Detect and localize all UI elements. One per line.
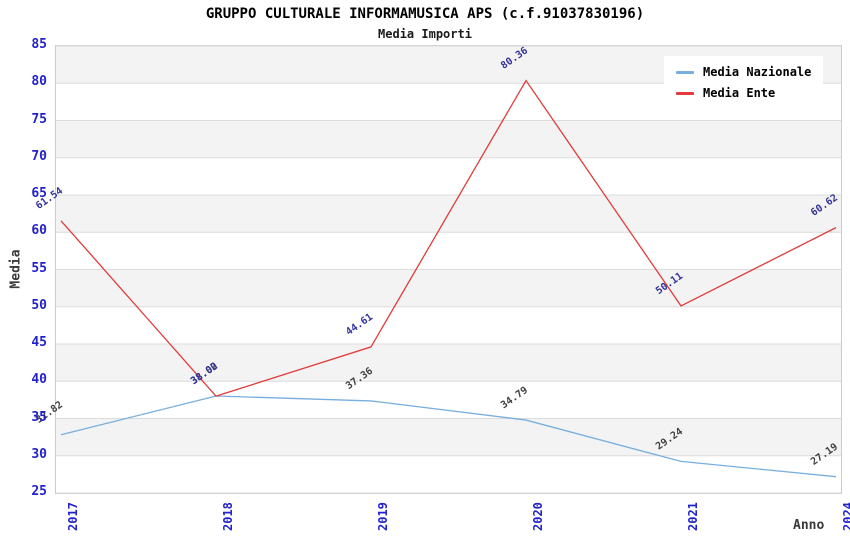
plot-area: 32.82 38.02 37.36 34.79 29.24 27.19 61.54 38.00… xyxy=(34,45,842,494)
x-axis-title: Anno xyxy=(793,518,825,533)
grid-band xyxy=(56,269,841,307)
y-tick-label: 40 xyxy=(31,372,47,388)
legend-line-swatch xyxy=(676,91,694,95)
y-tick-label: 80 xyxy=(31,74,47,90)
x-tick-label: 2020 xyxy=(531,502,545,531)
y-tick-label: 65 xyxy=(31,186,47,201)
y-tick-label: 25 xyxy=(31,484,47,499)
x-tick-label: 2018 xyxy=(221,502,235,531)
grid-band xyxy=(56,232,841,270)
grid-band xyxy=(56,120,841,158)
x-tick-label: 2019 xyxy=(376,502,390,531)
legend-entry-media-ente: Media Ente xyxy=(676,86,811,100)
y-tick-label: 45 xyxy=(31,335,47,350)
grid-band xyxy=(56,418,841,456)
y-tick-label: 75 xyxy=(31,111,47,127)
chart-subtitle: Media Importi xyxy=(378,27,472,41)
legend-line-swatch xyxy=(676,70,694,74)
chart-title: GRUPPO CULTURALE INFORMAMUSICA APS (c.f.… xyxy=(205,6,645,22)
grid-band xyxy=(56,157,841,195)
y-tick-label: 85 xyxy=(31,37,47,52)
y-tick-label: 50 xyxy=(31,297,47,313)
y-tick-label: 30 xyxy=(31,446,47,462)
legend-entry-media-nazionale: Media Nazionale xyxy=(676,65,811,79)
y-tick-label: 35 xyxy=(31,409,47,425)
x-tick-label: 2021 xyxy=(686,502,700,531)
legend-label: Media Nazionale xyxy=(703,65,812,79)
grid-band xyxy=(56,381,841,419)
series-line-media-ente xyxy=(60,79,837,397)
grid-band xyxy=(56,306,841,344)
legend: Media Nazionale Media Ente xyxy=(664,56,824,107)
x-tick-label: 2024 xyxy=(841,502,850,531)
x-tick-label: 2017 xyxy=(66,502,80,531)
series-line-media-nazionale xyxy=(60,395,837,478)
grid-band xyxy=(56,344,841,382)
legend-label: Media Ente xyxy=(703,86,776,100)
grid-band xyxy=(56,455,841,493)
y-tick-label: 55 xyxy=(31,260,47,276)
y-tick-label: 60 xyxy=(31,223,47,239)
y-tick-label: 70 xyxy=(31,148,47,164)
